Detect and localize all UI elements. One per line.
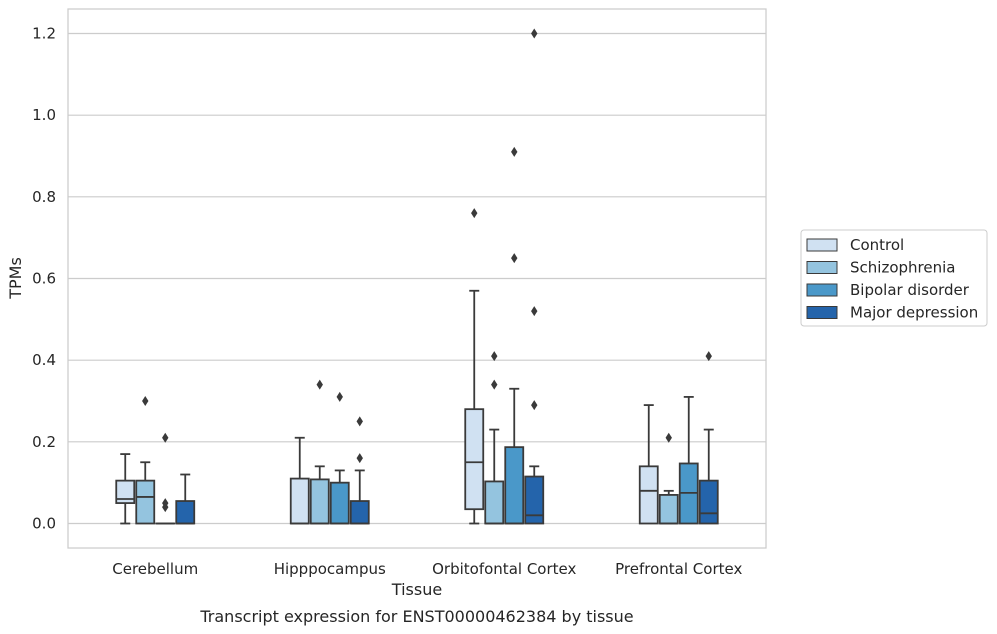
legend-label: Control <box>850 236 904 254</box>
outlier-point <box>531 306 538 317</box>
box-1-0 <box>289 436 310 525</box>
x-tick-label: Orbitofontal Cortex <box>432 560 576 578</box>
box-body <box>115 479 136 504</box>
box-2-0 <box>464 208 485 525</box>
legend-swatch <box>806 306 838 319</box>
outlier-point <box>316 379 323 390</box>
box-2-2 <box>504 146 525 525</box>
legend-item: Control <box>806 236 904 254</box>
x-tick-label: Cerebellum <box>112 560 198 578</box>
box-3-0 <box>638 404 659 525</box>
y-tick-label: 0.0 <box>32 515 56 533</box>
box-body <box>658 494 679 525</box>
outlier-point <box>336 391 343 402</box>
outlier-point <box>471 208 478 219</box>
y-tick-label: 0.4 <box>32 351 56 369</box>
box-0-3 <box>175 473 196 525</box>
chart-caption: Transcript expression for ENST0000046238… <box>199 607 633 626</box>
legend-label: Schizophrenia <box>850 259 955 277</box>
box-0-2 <box>155 432 176 525</box>
box-3-3 <box>698 351 719 525</box>
outlier-point <box>162 498 169 509</box>
grid <box>68 32 766 525</box>
x-tick-label: Hipppocampus <box>274 560 386 578</box>
y-tick-labels: 0.0 0.2 0.4 0.6 0.8 1.0 1.2 <box>32 25 56 533</box>
box-body <box>698 479 719 525</box>
outlier-point <box>705 351 712 362</box>
outlier-point <box>142 396 149 406</box>
y-axis-title: TPMs <box>6 257 25 300</box>
outlier-point <box>531 400 538 411</box>
boxes <box>115 28 719 525</box>
box-1-2 <box>329 391 350 525</box>
legend-label: Major depression <box>850 304 978 322</box>
outlier-point <box>356 416 363 427</box>
box-0-0 <box>115 453 136 525</box>
box-body <box>464 408 485 511</box>
legend-swatch <box>806 283 838 297</box>
box-body <box>504 446 525 525</box>
box-3-1 <box>658 432 679 525</box>
box-2-1 <box>484 351 505 525</box>
y-tick-label: 0.6 <box>32 270 56 288</box>
box-body <box>309 478 330 525</box>
outlier-point <box>356 453 363 464</box>
box-body <box>524 475 545 525</box>
legend-item: Schizophrenia <box>806 259 955 277</box>
legend-frame <box>800 229 988 327</box>
box-body <box>638 465 659 525</box>
y-tick-label: 0.8 <box>32 188 56 206</box>
legend-item: Bipolar disorder <box>806 281 970 299</box>
box-body <box>289 477 310 525</box>
outlier-point <box>491 351 498 362</box>
box-0-1 <box>135 396 156 525</box>
outlier-point <box>162 432 169 443</box>
x-tick-label: Prefrontal Cortex <box>615 560 742 578</box>
outlier-point <box>665 432 672 443</box>
box-2-3 <box>524 28 545 525</box>
box-body <box>175 500 196 525</box>
y-tick-label: 0.2 <box>32 433 56 451</box>
outlier-point <box>531 28 538 39</box>
plot-frame <box>67 8 767 549</box>
x-tick-labels: Cerebellum Hipppocampus Orbitofontal Corte… <box>112 560 742 578</box>
box-1-3 <box>349 416 370 525</box>
box-3-2 <box>678 396 699 525</box>
legend: Control Schizophrenia Bipolar disorder Majo… <box>800 229 988 327</box>
legend-swatch <box>806 261 838 274</box>
legend-label: Bipolar disorder <box>850 281 970 299</box>
outlier-point <box>511 253 518 264</box>
box-body <box>484 480 505 525</box>
x-axis-title: Tissue <box>391 580 442 599</box>
box-body <box>135 479 156 525</box>
y-tick-label: 1.2 <box>32 25 56 43</box>
y-tick-label: 1.0 <box>32 106 56 124</box>
box-body <box>349 500 370 525</box>
legend-item: Major depression <box>806 304 978 322</box>
box-body <box>329 481 350 525</box>
box-1-1 <box>309 379 330 525</box>
outlier-point <box>491 379 498 390</box>
legend-swatch <box>806 238 838 252</box>
outlier-point <box>511 146 518 157</box>
